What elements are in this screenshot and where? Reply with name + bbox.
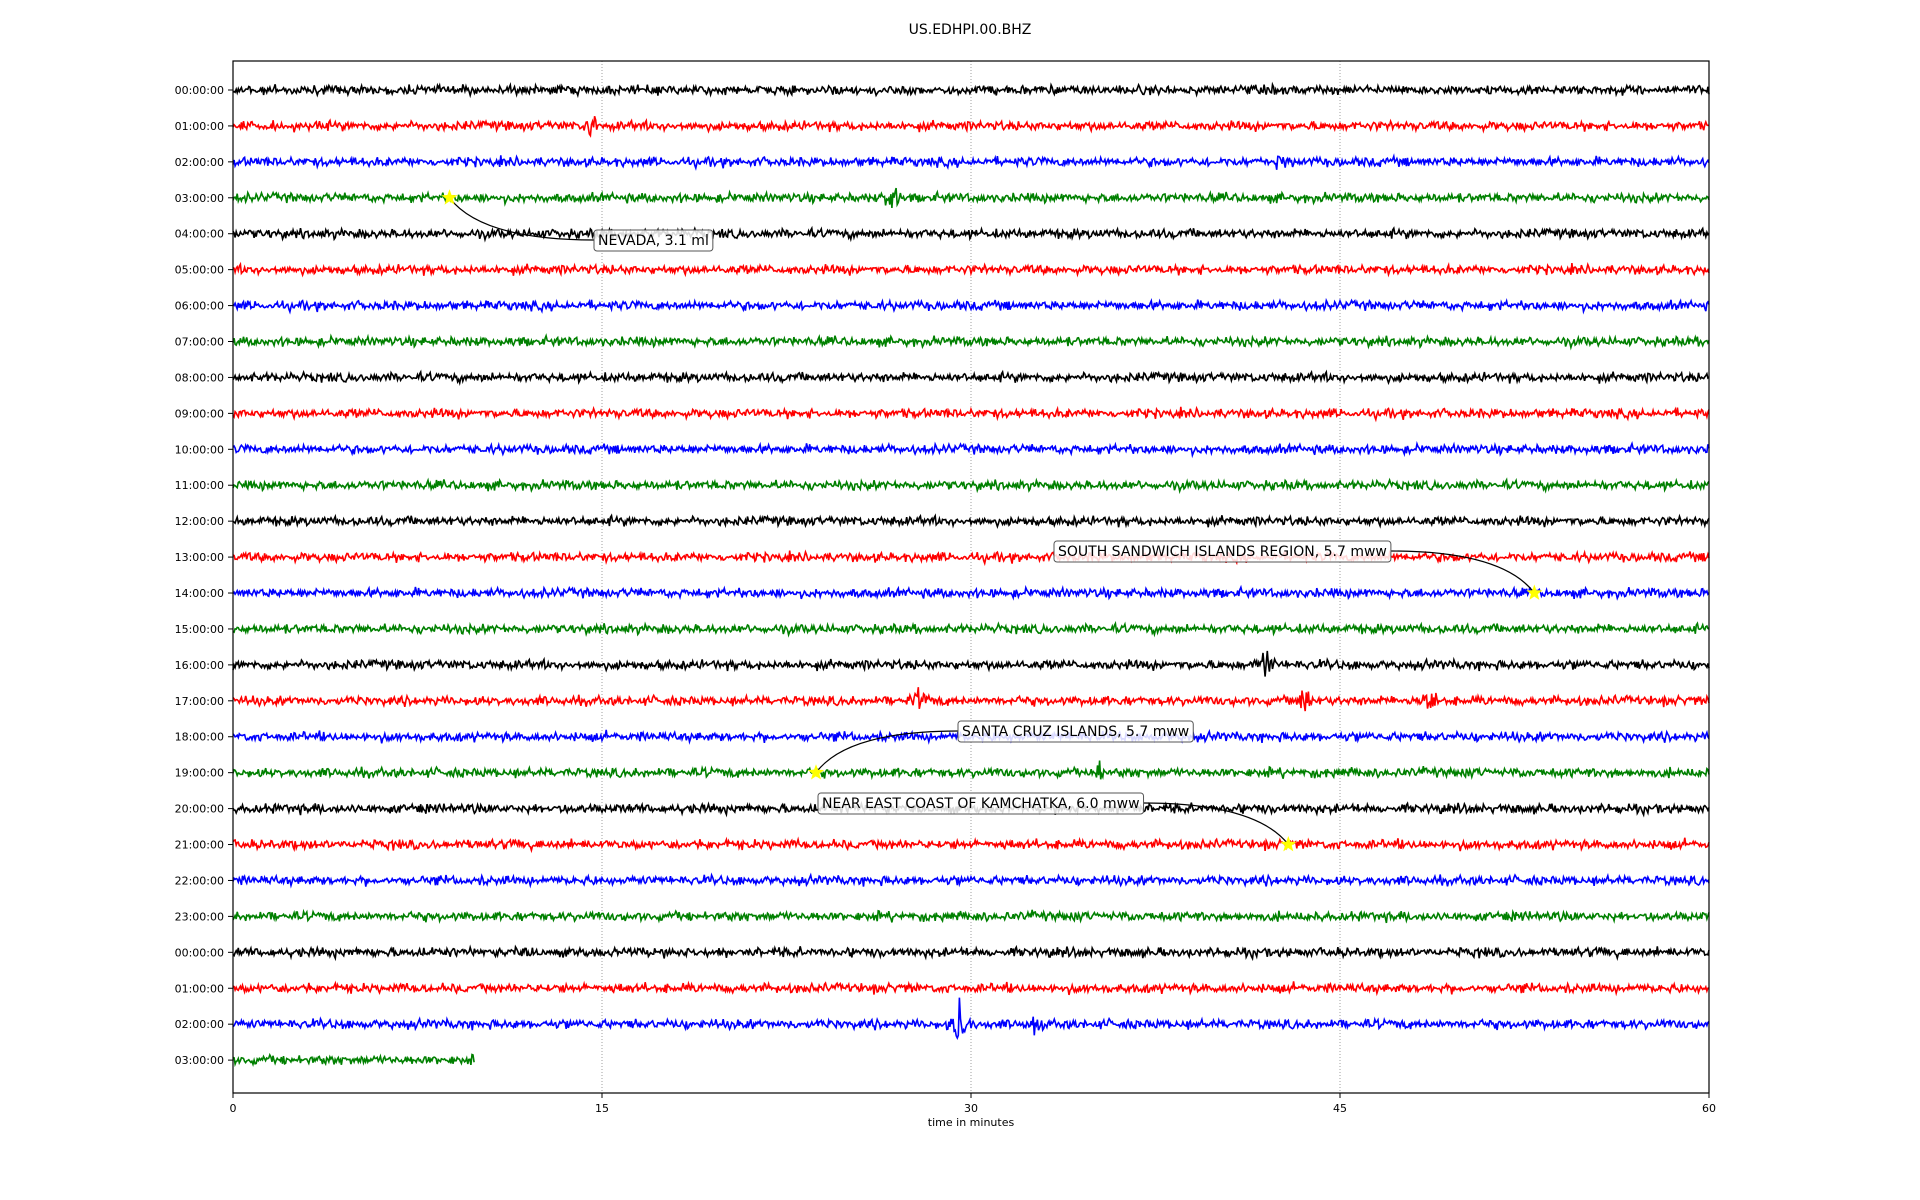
y-tick-label: 09:00:00 <box>175 407 224 420</box>
seismic-trace <box>232 944 1710 962</box>
seismic-trace <box>232 477 1710 495</box>
seismic-trace <box>232 687 1710 712</box>
seismic-trace <box>232 440 1710 459</box>
seismic-trace <box>232 620 1710 638</box>
event-label-box <box>957 720 1194 743</box>
y-tick-label: 21:00:00 <box>175 839 224 852</box>
y-tick-label: 03:00:00 <box>175 1054 224 1067</box>
seismic-trace <box>232 760 1710 781</box>
x-tick-label: 30 <box>964 1102 978 1115</box>
y-tick-label: 06:00:00 <box>175 300 224 313</box>
y-tick-label: 23:00:00 <box>175 910 224 923</box>
seismic-trace <box>232 997 1710 1041</box>
y-tick-label: 13:00:00 <box>175 551 224 564</box>
seismic-trace <box>232 405 1710 423</box>
x-axis-label: time in minutes <box>928 1116 1015 1129</box>
seismic-trace <box>232 980 1710 997</box>
y-tick-label: 12:00:00 <box>175 515 224 528</box>
y-tick-label: 02:00:00 <box>175 156 224 169</box>
y-tick-label: 15:00:00 <box>175 623 224 636</box>
seismic-trace <box>232 81 1710 99</box>
event-label-box <box>817 792 1145 815</box>
seismic-trace <box>232 369 1710 386</box>
y-tick-label: 08:00:00 <box>175 371 224 384</box>
event-label: SANTA CRUZ ISLANDS, 5.7 mww <box>962 724 1189 740</box>
seismic-trace <box>232 187 1710 209</box>
seismic-trace <box>232 115 1710 138</box>
y-tick-label: 17:00:00 <box>175 695 224 708</box>
event-label: NEAR EAST COAST OF KAMCHATKA, 6.0 mww <box>822 796 1140 812</box>
chart-title: US.EDHPI.00.BHZ <box>908 22 1032 38</box>
y-tick-label: 02:00:00 <box>175 1018 224 1031</box>
x-tick-label: 60 <box>1702 1102 1716 1115</box>
event-star-icon <box>1526 584 1543 600</box>
y-tick-label: 04:00:00 <box>175 228 224 241</box>
y-tick-label: 14:00:00 <box>175 587 224 600</box>
seismic-trace <box>232 1052 475 1068</box>
x-tick-label: 45 <box>1333 1102 1347 1115</box>
seismic-trace <box>232 650 1710 677</box>
seismic-trace <box>232 297 1710 315</box>
seismic-trace <box>232 261 1710 278</box>
y-tick-label: 20:00:00 <box>175 803 224 816</box>
seismic-trace <box>232 549 1710 567</box>
y-tick-label: 00:00:00 <box>175 946 224 959</box>
y-tick-label: 19:00:00 <box>175 767 224 780</box>
event-label-box <box>593 229 714 252</box>
event-label-box <box>1053 540 1392 563</box>
event-star-icon <box>807 764 825 780</box>
seismic-trace <box>232 908 1710 925</box>
event-label: NEVADA, 3.1 ml <box>598 233 709 249</box>
event-star-icon <box>1280 836 1297 852</box>
y-tick-label: 03:00:00 <box>175 192 224 205</box>
y-tick-label: 22:00:00 <box>175 874 224 887</box>
y-tick-label: 07:00:00 <box>175 336 224 349</box>
event-connector <box>815 730 959 774</box>
event-connector <box>449 197 595 241</box>
x-tick-label: 0 <box>230 1102 237 1115</box>
seismic-trace <box>232 584 1710 601</box>
event-connector <box>1390 550 1535 594</box>
y-tick-label: 05:00:00 <box>175 264 224 277</box>
event-star-icon <box>441 189 458 205</box>
y-tick-label: 11:00:00 <box>175 479 224 492</box>
seismic-trace <box>232 153 1710 171</box>
y-tick-label: 10:00:00 <box>175 443 224 456</box>
seismic-trace <box>232 836 1710 854</box>
y-tick-label: 18:00:00 <box>175 731 224 744</box>
y-tick-label: 16:00:00 <box>175 659 224 672</box>
x-tick-label: 15 <box>595 1102 609 1115</box>
y-tick-label: 01:00:00 <box>175 982 224 995</box>
event-label: SOUTH SANDWICH ISLANDS REGION, 5.7 mww <box>1058 544 1387 560</box>
seismic-trace <box>232 872 1710 889</box>
seismic-trace <box>232 513 1710 529</box>
seismic-trace <box>232 225 1710 243</box>
y-tick-label: 01:00:00 <box>175 120 224 133</box>
event-connector <box>1143 802 1289 845</box>
seismic-trace <box>232 333 1710 351</box>
y-tick-label: 00:00:00 <box>175 84 224 97</box>
